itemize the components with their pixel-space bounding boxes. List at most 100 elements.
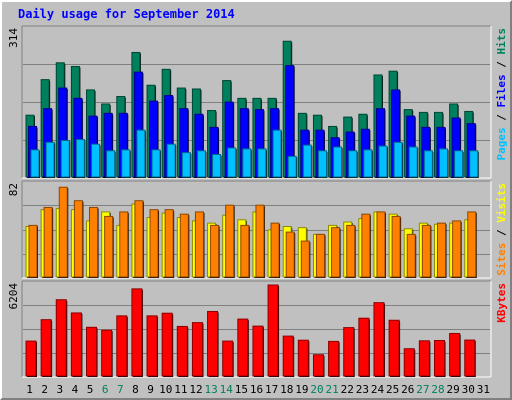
kbytes-bar-1: [25, 340, 37, 377]
sites-bar-15: [240, 224, 250, 278]
day-label-24: 24: [371, 383, 385, 396]
sites-bar-26: [406, 233, 416, 278]
legend-visits: Visits: [495, 183, 508, 223]
sites-bar-25: [391, 215, 401, 278]
sites-bar-6: [104, 215, 114, 278]
legend-sep-3: /: [495, 223, 508, 243]
pages-bar-28: [438, 148, 448, 178]
day-label-1: 1: [26, 383, 33, 396]
kbytes-bar-6: [101, 329, 113, 377]
sites-bar-28: [436, 222, 446, 278]
sites-bar-24: [376, 211, 386, 278]
sites-bar-21: [331, 227, 341, 278]
day-label-22: 22: [341, 383, 354, 396]
sites-bar-14: [225, 204, 235, 278]
pages-bar-3: [60, 139, 70, 178]
pages-bar-13: [212, 154, 222, 178]
kbytes-bar-5: [86, 326, 98, 377]
sites-bar-22: [346, 224, 356, 278]
panel-1-max-label: 82: [7, 183, 20, 196]
kbytes-bar-3: [55, 299, 67, 377]
pages-bar-24: [378, 145, 388, 178]
day-label-26: 26: [401, 383, 414, 396]
day-label-13: 13: [204, 383, 217, 396]
sites-bar-12: [194, 211, 204, 278]
day-label-8: 8: [132, 383, 139, 396]
pages-bar-2: [45, 141, 55, 178]
day-label-29: 29: [447, 383, 460, 396]
pages-bar-20: [317, 150, 327, 178]
pages-bar-12: [196, 150, 206, 178]
kbytes-bar-2: [40, 319, 52, 377]
day-label-10: 10: [159, 383, 172, 396]
kbytes-bar-14: [222, 340, 234, 377]
pages-bar-21: [333, 146, 343, 178]
day-label-18: 18: [280, 383, 293, 396]
day-label-4: 4: [72, 383, 79, 396]
kbytes-bar-27: [418, 340, 430, 377]
legend-pages: Pages: [495, 127, 508, 160]
day-label-7: 7: [117, 383, 124, 396]
pages-bar-15: [242, 148, 252, 178]
sites-bar-11: [179, 213, 189, 278]
day-label-23: 23: [356, 383, 369, 396]
day-label-16: 16: [250, 383, 263, 396]
pages-bar-10: [166, 143, 176, 178]
kbytes-bar-13: [207, 310, 219, 377]
pages-bar-11: [181, 152, 191, 178]
legend-kbytes: KBytes: [495, 283, 508, 323]
kbytes-bar-30: [464, 339, 476, 377]
pages-bar-6: [106, 150, 116, 178]
day-label-5: 5: [87, 383, 94, 396]
kbytes-bar-4: [70, 312, 82, 377]
kbytes-bar-7: [116, 315, 128, 377]
day-label-19: 19: [295, 383, 308, 396]
panel-0-max-label: 314: [7, 28, 20, 48]
pages-bar-5: [91, 143, 101, 178]
legend-sep-2: /: [495, 55, 508, 75]
sites-bar-3: [58, 186, 68, 278]
pages-bar-7: [121, 149, 131, 178]
kbytes-bar-8: [131, 288, 143, 377]
kbytes-bar-23: [358, 317, 370, 377]
day-label-28: 28: [431, 383, 444, 396]
day-label-9: 9: [147, 383, 154, 396]
kbytes-bar-12: [191, 322, 203, 377]
pages-bar-1: [30, 149, 40, 178]
sites-bar-2: [43, 206, 53, 278]
kbytes-bar-15: [237, 318, 249, 377]
kbytes-bar-11: [176, 325, 188, 377]
sites-bar-4: [73, 200, 83, 278]
sites-bar-27: [421, 224, 431, 278]
pages-bar-14: [227, 147, 237, 178]
day-label-15: 15: [235, 383, 248, 396]
kbytes-bar-17: [267, 284, 279, 377]
sites-bar-19: [300, 240, 310, 278]
day-label-11: 11: [174, 383, 187, 396]
kbytes-bar-18: [282, 335, 294, 377]
kbytes-bar-10: [161, 312, 173, 377]
day-label-25: 25: [386, 383, 399, 396]
kbytes-bar-22: [343, 327, 355, 377]
day-label-30: 30: [462, 383, 475, 396]
kbytes-bar-16: [252, 325, 264, 377]
sites-bar-10: [164, 209, 174, 278]
sites-bar-18: [285, 231, 295, 278]
sites-bar-17: [270, 222, 280, 278]
pages-bar-17: [272, 129, 282, 178]
pages-bar-22: [348, 150, 358, 178]
pages-bar-8: [136, 129, 146, 178]
day-label-2: 2: [41, 383, 48, 396]
pages-bar-29: [454, 150, 464, 178]
pages-bar-26: [408, 146, 418, 178]
day-label-12: 12: [189, 383, 202, 396]
sites-bar-29: [452, 220, 462, 278]
pages-bar-18: [287, 155, 297, 178]
pages-bar-25: [393, 141, 403, 178]
day-label-21: 21: [326, 383, 339, 396]
sites-bar-30: [467, 211, 477, 278]
pages-bar-23: [363, 149, 373, 178]
sites-bar-5: [89, 206, 99, 278]
panel-1-legend: Sites / Visits: [495, 183, 508, 276]
